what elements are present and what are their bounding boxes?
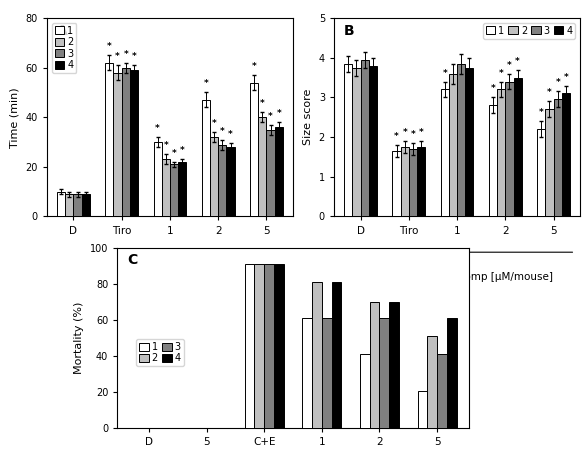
Text: *: *	[132, 52, 137, 61]
Text: *: *	[564, 73, 568, 82]
Y-axis label: Time (min): Time (min)	[10, 87, 20, 147]
Legend: 1, 2, 3, 4: 1, 2, 3, 4	[52, 23, 76, 73]
Text: *: *	[411, 130, 415, 139]
Bar	[449, 74, 457, 216]
Bar	[352, 68, 360, 216]
Text: *: *	[252, 62, 257, 71]
Bar	[254, 264, 264, 428]
Bar	[437, 354, 447, 428]
Text: *: *	[260, 99, 265, 108]
Bar	[202, 100, 210, 216]
Bar	[302, 318, 312, 428]
Bar	[244, 264, 254, 428]
Bar	[178, 162, 186, 216]
Bar	[312, 282, 322, 428]
Bar	[441, 89, 449, 216]
Text: *: *	[228, 130, 233, 139]
Text: *: *	[539, 108, 544, 117]
Bar	[130, 70, 138, 216]
Text: *: *	[115, 52, 120, 61]
Text: *: *	[155, 124, 160, 133]
Text: *: *	[124, 50, 128, 59]
Bar	[417, 391, 427, 428]
Bar	[332, 282, 342, 428]
Bar	[210, 137, 218, 216]
Bar	[73, 194, 81, 216]
Text: *: *	[172, 149, 176, 158]
Text: *: *	[203, 79, 208, 88]
Text: *: *	[507, 60, 512, 69]
Bar	[457, 64, 465, 216]
Text: *: *	[556, 78, 560, 87]
Bar	[105, 63, 114, 216]
Text: *: *	[515, 57, 520, 66]
Text: *: *	[499, 69, 503, 78]
Bar	[417, 147, 425, 216]
Text: *: *	[180, 147, 185, 156]
Text: *: *	[442, 69, 447, 78]
Bar	[360, 354, 370, 428]
Text: *: *	[212, 119, 216, 128]
Bar	[513, 78, 522, 216]
Bar	[218, 144, 226, 216]
Text: *: *	[163, 142, 168, 151]
Bar	[154, 142, 162, 216]
Bar	[554, 99, 562, 216]
Bar	[275, 127, 283, 216]
Bar	[322, 318, 332, 428]
Y-axis label: Size score: Size score	[303, 89, 313, 145]
Text: C: C	[128, 253, 138, 267]
Bar	[465, 68, 473, 216]
Text: *: *	[403, 128, 407, 137]
Bar	[226, 147, 234, 216]
Text: *: *	[220, 127, 224, 136]
Legend: 1, 2, 3, 4: 1, 2, 3, 4	[136, 339, 183, 366]
Bar	[81, 194, 90, 216]
Bar	[250, 83, 258, 216]
Text: B: B	[344, 24, 355, 38]
Text: *: *	[277, 109, 281, 118]
Bar	[546, 109, 554, 216]
Bar	[409, 149, 417, 216]
Bar	[427, 336, 437, 428]
Text: Comp [μM/mouse]: Comp [μM/mouse]	[457, 272, 553, 282]
Text: *: *	[107, 42, 112, 51]
Bar	[562, 93, 570, 216]
Bar	[389, 302, 399, 428]
Bar	[369, 66, 377, 216]
Text: *: *	[419, 128, 424, 137]
Text: *: *	[490, 84, 495, 93]
Bar	[401, 147, 409, 216]
Y-axis label: Mortality (%): Mortality (%)	[74, 302, 84, 374]
Bar	[393, 151, 401, 216]
Bar	[447, 318, 456, 428]
Bar	[274, 264, 284, 428]
Bar	[537, 129, 546, 216]
Text: *: *	[394, 132, 399, 141]
Legend: 1, 2, 3, 4: 1, 2, 3, 4	[483, 23, 575, 39]
Bar	[170, 165, 178, 216]
Bar	[122, 68, 130, 216]
Bar	[65, 194, 73, 216]
Bar	[267, 130, 275, 216]
Text: *: *	[547, 88, 552, 97]
Bar	[344, 64, 352, 216]
Bar	[258, 117, 267, 216]
Bar	[380, 318, 389, 428]
Bar	[114, 73, 122, 216]
Bar	[264, 264, 274, 428]
Bar	[497, 89, 505, 216]
Bar	[360, 60, 369, 216]
Text: Comp [μM/mouse]: Comp [μM/mouse]	[170, 272, 266, 282]
Bar	[505, 82, 513, 216]
Bar	[370, 302, 380, 428]
Bar	[57, 192, 65, 216]
Bar	[162, 159, 170, 216]
Bar	[489, 106, 497, 216]
Text: *: *	[268, 112, 273, 121]
Text: A: A	[57, 24, 67, 38]
